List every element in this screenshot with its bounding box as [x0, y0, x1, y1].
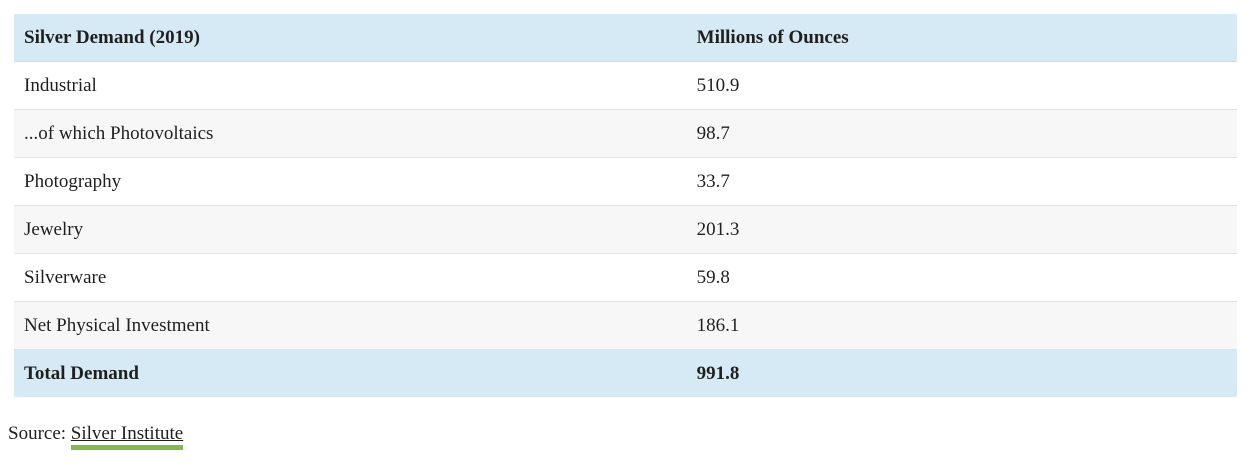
silver-demand-table-container: Silver Demand (2019) Millions of Ounces …: [14, 14, 1237, 397]
total-label: Total Demand: [14, 349, 687, 397]
row-value: 33.7: [686, 157, 1237, 206]
table-total-row: Total Demand 991.8: [14, 349, 1237, 397]
row-value: 201.3: [686, 205, 1237, 254]
row-label: Industrial: [14, 61, 687, 110]
table-header-row: Silver Demand (2019) Millions of Ounces: [14, 14, 1237, 62]
header-category: Silver Demand (2019): [14, 14, 687, 62]
silver-demand-table: Silver Demand (2019) Millions of Ounces …: [14, 14, 1237, 397]
row-value: 98.7: [686, 109, 1237, 158]
row-value: 186.1: [686, 301, 1237, 350]
row-label: Jewelry: [14, 205, 687, 254]
table-row: Photography 33.7: [14, 157, 1237, 206]
source-link[interactable]: Silver Institute: [70, 423, 184, 450]
table-row: Silverware 59.8: [14, 253, 1237, 302]
row-label: Photography: [14, 157, 687, 206]
table-row: ...of which Photovoltaics 98.7: [14, 109, 1237, 158]
table-row: Industrial 510.9: [14, 61, 1237, 110]
source-line: Source: Silver Institute: [8, 422, 1251, 450]
total-value: 991.8: [686, 349, 1237, 397]
table-row: Net Physical Investment 186.1: [14, 301, 1237, 350]
source-prefix: Source:: [8, 423, 71, 444]
row-label: ...of which Photovoltaics: [14, 109, 687, 158]
header-value: Millions of Ounces: [686, 14, 1237, 62]
row-value: 510.9: [686, 61, 1237, 110]
row-label: Net Physical Investment: [14, 301, 687, 350]
table-row: Jewelry 201.3: [14, 205, 1237, 254]
row-value: 59.8: [686, 253, 1237, 302]
row-label: Silverware: [14, 253, 687, 302]
